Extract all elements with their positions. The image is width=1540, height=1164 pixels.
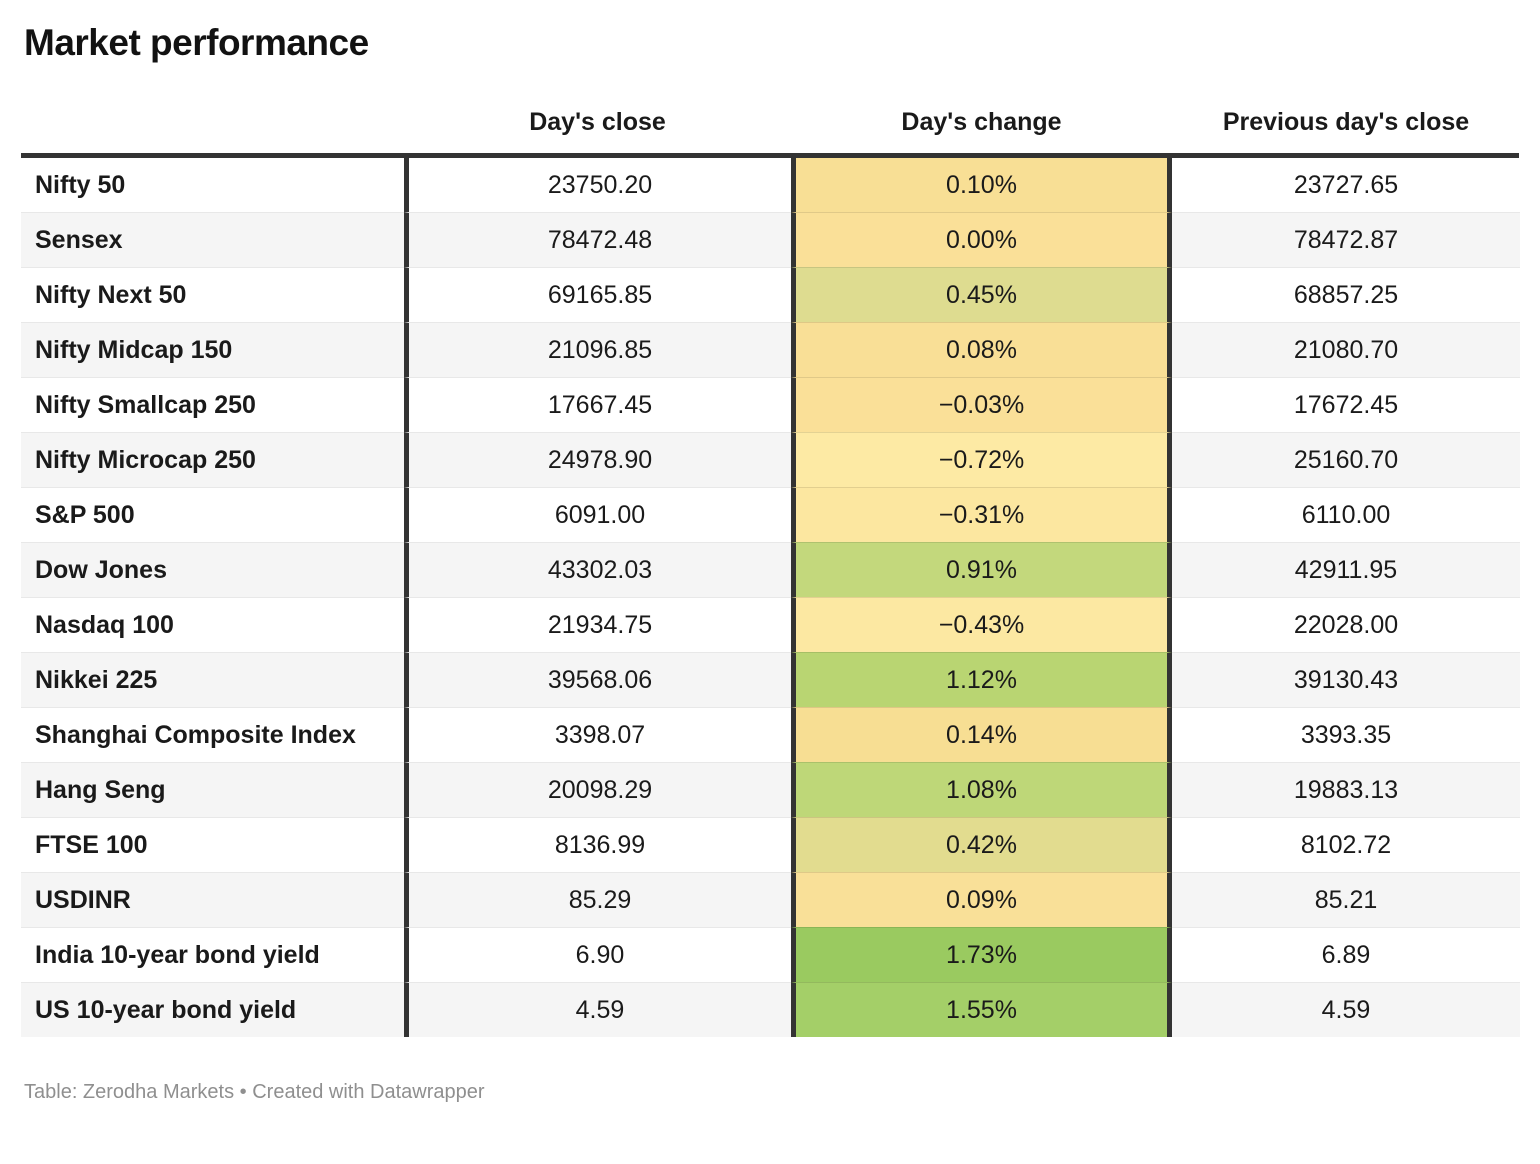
row-label: Shanghai Composite Index [21,707,404,762]
previous-days-close-value: 8102.72 [1172,817,1520,872]
previous-days-close-value: 68857.25 [1172,267,1520,322]
previous-days-close-value: 19883.13 [1172,762,1520,817]
column-header-days-close: Day's close [529,108,666,136]
table-row: FTSE 100 8136.99 0.42% 8102.72 [21,817,1520,872]
days-change-value: 0.14% [791,707,1172,762]
days-change-value: 1.55% [791,982,1172,1037]
days-change-value: 0.45% [791,267,1172,322]
days-close-value: 43302.03 [404,542,791,597]
days-change-value: 1.12% [791,652,1172,707]
days-change-value: 0.00% [791,212,1172,267]
table-row: US 10-year bond yield 4.59 1.55% 4.59 [21,982,1520,1037]
row-label: Nifty Next 50 [21,267,404,322]
row-label: Nifty Midcap 150 [21,322,404,377]
previous-days-close-value: 42911.95 [1172,542,1520,597]
row-label: Nifty Microcap 250 [21,432,404,487]
row-label: Hang Seng [21,762,404,817]
table-row: Nifty 50 23750.20 0.10% 23727.65 [21,158,1519,212]
days-close-value: 69165.85 [404,267,791,322]
days-close-value: 85.29 [404,872,791,927]
page-title: Market performance [24,22,369,63]
row-label: Nifty 50 [35,171,126,199]
days-close-value: 21934.75 [404,597,791,652]
table-row: USDINR 85.29 0.09% 85.21 [21,872,1520,927]
table-row: Nikkei 225 39568.06 1.12% 39130.43 [21,652,1520,707]
days-change-value: −0.43% [791,597,1172,652]
days-close-value: 20098.29 [404,762,791,817]
previous-days-close-value: 21080.70 [1172,322,1520,377]
table-row: Dow Jones 43302.03 0.91% 42911.95 [21,542,1520,597]
days-close-value: 4.59 [404,982,791,1037]
previous-days-close-value: 25160.70 [1172,432,1520,487]
table-header-row: Day's close Day's change Previous day's … [21,64,1519,153]
previous-days-close-value: 22028.00 [1172,597,1520,652]
row-label: Sensex [21,212,404,267]
row-label: FTSE 100 [21,817,404,872]
row-label: Nasdaq 100 [21,597,404,652]
table-row: Nasdaq 100 21934.75 −0.43% 22028.00 [21,597,1520,652]
previous-days-close-value: 17672.45 [1172,377,1520,432]
days-change-value: 0.10% [791,158,1172,212]
days-change-value: 0.09% [791,872,1172,927]
table-attribution: Table: Zerodha Markets • Created with Da… [24,1081,485,1103]
days-change-value: −0.03% [791,377,1172,432]
table-row: Hang Seng 20098.29 1.08% 19883.13 [21,762,1520,817]
previous-days-close-value: 6110.00 [1172,487,1520,542]
previous-days-close-value: 39130.43 [1172,652,1520,707]
column-header-previous-days-close: Previous day's close [1222,108,1470,136]
previous-days-close-value: 85.21 [1172,872,1520,927]
row-label: Nifty Smallcap 250 [21,377,404,432]
row-label: S&P 500 [21,487,404,542]
days-change-value: −0.31% [791,487,1172,542]
column-header-days-change: Day's change [901,108,1062,136]
header-divider-rule [21,153,1519,158]
days-close-value: 23750.20 [404,158,791,212]
days-close-value: 6091.00 [404,487,791,542]
row-label: India 10-year bond yield [21,927,404,982]
table-row: Nifty Next 50 69165.85 0.45% 68857.25 [21,267,1520,322]
previous-days-close-value: 4.59 [1172,982,1520,1037]
days-close-value: 78472.48 [404,212,791,267]
table-row: Nifty Microcap 250 24978.90 −0.72% 25160… [21,432,1520,487]
days-change-value: −0.72% [791,432,1172,487]
days-change-value: 1.08% [791,762,1172,817]
days-close-value: 8136.99 [404,817,791,872]
table-row: Nifty Midcap 150 21096.85 0.08% 21080.70 [21,322,1520,377]
days-close-value: 24978.90 [404,432,791,487]
market-performance-table: Day's close Day's change Previous day's … [21,64,1520,1037]
row-label: Dow Jones [21,542,404,597]
row-label: US 10-year bond yield [21,982,404,1037]
days-change-value: 1.73% [791,927,1172,982]
row-label: Nikkei 225 [21,652,404,707]
table-body: Nifty 50 23750.20 0.10% 23727.65 Sensex … [21,158,1520,1037]
previous-days-close-value: 6.89 [1172,927,1520,982]
days-change-value: 0.08% [791,322,1172,377]
table-row: S&P 500 6091.00 −0.31% 6110.00 [21,487,1520,542]
days-close-value: 6.90 [404,927,791,982]
table-row: India 10-year bond yield 6.90 1.73% 6.89 [21,927,1520,982]
table-row: Shanghai Composite Index 3398.07 0.14% 3… [21,707,1520,762]
days-close-value: 17667.45 [404,377,791,432]
previous-days-close-value: 78472.87 [1172,212,1520,267]
previous-days-close-value: 23727.65 [1293,171,1399,199]
days-close-value: 39568.06 [404,652,791,707]
previous-days-close-value: 3393.35 [1172,707,1520,762]
days-change-value: 0.91% [791,542,1172,597]
table-row: Sensex 78472.48 0.00% 78472.87 [21,212,1520,267]
days-close-value: 3398.07 [404,707,791,762]
table-row: Nifty Smallcap 250 17667.45 −0.03% 17672… [21,377,1520,432]
row-label: USDINR [21,872,404,927]
days-close-value: 21096.85 [404,322,791,377]
days-change-value: 0.42% [791,817,1172,872]
